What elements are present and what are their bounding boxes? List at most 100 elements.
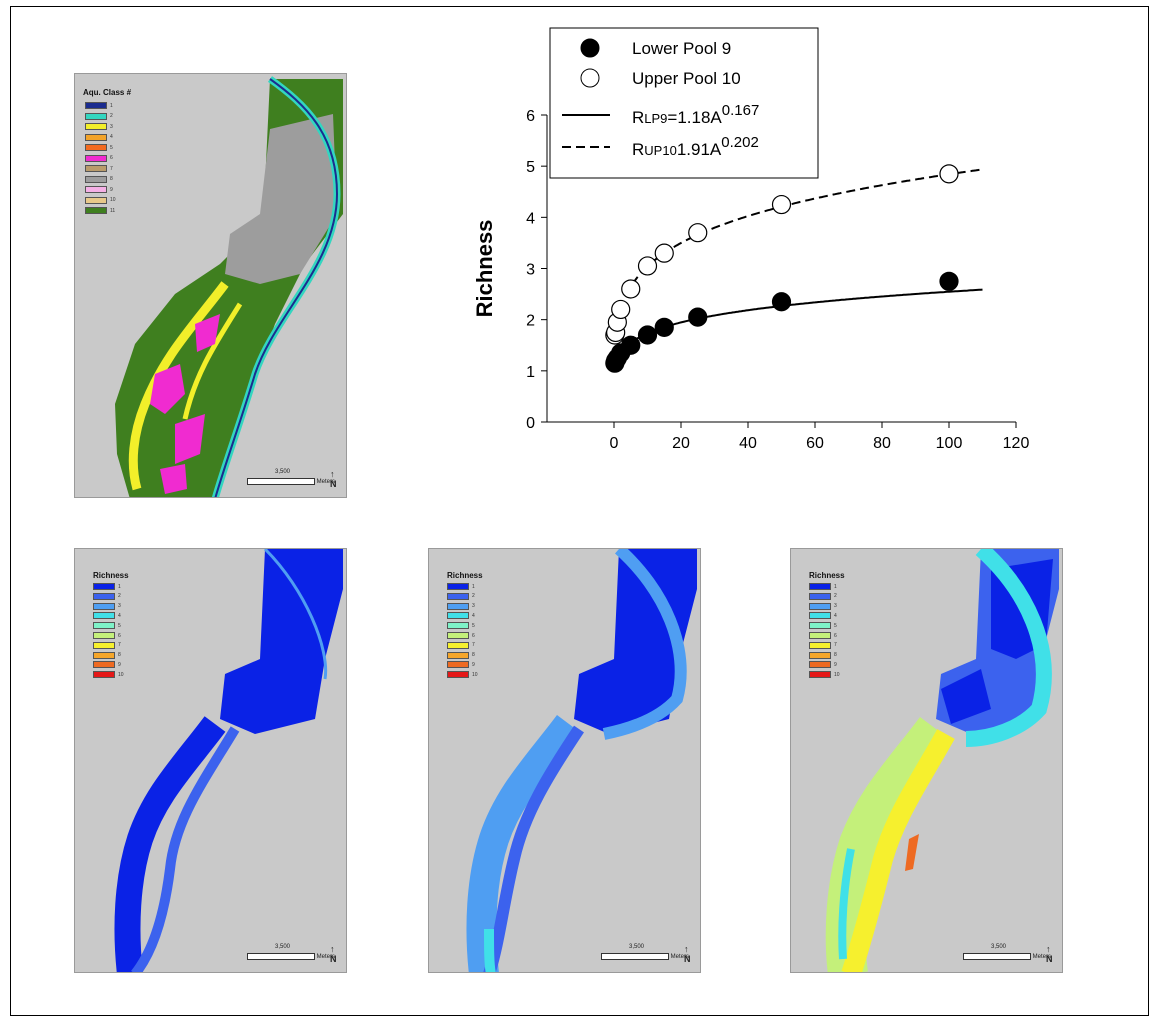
upper-pool-10-point xyxy=(611,299,631,320)
upper-pool-10-point xyxy=(771,194,792,215)
legend-swatch xyxy=(809,661,831,669)
x-tick-label: 0 xyxy=(610,435,619,452)
legend-item: 4 xyxy=(85,133,113,141)
legend-marker xyxy=(580,38,600,58)
x-tick-label: 40 xyxy=(739,435,757,452)
lower-pool-9-point xyxy=(688,307,708,327)
legend-label: 9 xyxy=(118,661,121,668)
river-map-graphic xyxy=(115,76,343,497)
aquatic-class-map: Aqu. Class # 1 2 3 4 5 6 7 8 9 10 11 3,500 Meters … xyxy=(74,73,347,498)
legend-swatch xyxy=(93,632,115,639)
north-arrow-icon: ↑ N xyxy=(1046,944,1053,964)
y-tick-label: 4 xyxy=(526,210,535,227)
richness-map-graphic xyxy=(825,549,1059,972)
upper-pool-10-point xyxy=(939,164,959,184)
north-arrow-icon: ↑ N xyxy=(684,944,691,964)
legend-title: Richness xyxy=(809,571,845,580)
y-tick-label: 3 xyxy=(526,262,535,279)
legend-item: 10 xyxy=(809,671,840,679)
legend-swatch xyxy=(93,592,115,600)
legend-swatch xyxy=(93,602,115,610)
legend-swatch xyxy=(93,583,115,590)
legend-label: 6 xyxy=(110,155,113,161)
legend-label: 5 xyxy=(472,622,475,629)
y-tick-label: 0 xyxy=(526,415,535,432)
legend-item: 6 xyxy=(809,632,837,639)
y-tick-label: 2 xyxy=(526,313,535,330)
legend-swatch xyxy=(85,175,107,183)
fit-curve-up10 xyxy=(614,168,983,338)
legend-swatch xyxy=(85,133,107,141)
legend-item: 2 xyxy=(85,112,113,120)
legend-swatch xyxy=(93,651,115,659)
legend-swatch xyxy=(447,671,469,679)
legend-item: 8 xyxy=(85,175,113,183)
richness-map-graphic xyxy=(466,549,697,972)
legend-item: 6 xyxy=(93,632,121,639)
scale-unit: Meters xyxy=(316,479,336,486)
lower-pool-9-point xyxy=(621,335,641,355)
legend-label: 3 xyxy=(110,123,113,130)
figure-frame xyxy=(10,6,1149,1016)
legend-label: 8 xyxy=(834,652,837,659)
lower-pool-9-point xyxy=(939,271,959,291)
legend-label: 4 xyxy=(110,134,113,140)
legend-title: Richness xyxy=(93,571,129,580)
legend-swatch xyxy=(447,632,469,639)
y-tick-label: 5 xyxy=(526,159,535,176)
legend-item: 3 xyxy=(809,602,837,610)
richness-chart: 0123456020406080100120Landscape Size (ha… xyxy=(472,27,1029,452)
scale-bar: 3,500 Meters xyxy=(247,469,336,486)
legend-item: 4 xyxy=(809,612,837,620)
scale-label: 3,500 xyxy=(629,944,645,950)
legend-swatch xyxy=(809,602,831,610)
legend-fit-label: RUP101.91A0.202 xyxy=(632,134,759,159)
x-tick-label: 80 xyxy=(873,435,891,452)
north-arrow-icon: ↑ N xyxy=(330,469,337,489)
legend-item: 9 xyxy=(809,661,837,669)
y-tick-label: 6 xyxy=(526,108,535,125)
legend-item: 7 xyxy=(447,641,475,649)
legend-item: 7 xyxy=(85,165,113,172)
legend-item: 3 xyxy=(93,602,121,610)
upper-pool-10-point xyxy=(621,279,641,299)
legend-swatch xyxy=(85,123,107,130)
lower-pool-9-point xyxy=(637,325,658,345)
legend-item: 9 xyxy=(85,186,113,193)
legend-label: 11 xyxy=(110,207,116,214)
legend-label: 10 xyxy=(834,671,840,678)
legend-swatch xyxy=(809,671,831,679)
legend-item: 4 xyxy=(447,612,475,620)
legend-label: 5 xyxy=(118,622,121,629)
richness-map-2: Richness 1 2 3 4 5 6 7 8 9 10 3,500 Meters ↑ N xyxy=(428,548,701,973)
legend-label: 6 xyxy=(118,632,121,639)
legend-label: Lower Pool 9 xyxy=(632,39,731,58)
legend-label: 6 xyxy=(472,632,475,639)
legend-label: 8 xyxy=(118,652,121,659)
legend-swatch xyxy=(809,622,831,630)
legend-swatch xyxy=(93,671,115,679)
legend-item: 1 xyxy=(93,583,121,590)
legend-swatch xyxy=(93,641,115,649)
legend-swatch xyxy=(809,592,831,600)
upper-pool-10-point xyxy=(637,256,658,276)
legend-swatch xyxy=(809,583,831,590)
x-tick-label: 20 xyxy=(672,435,690,452)
legend-label: 1 xyxy=(110,102,113,109)
legend-item: 10 xyxy=(447,671,478,679)
scale-label: 3,500 xyxy=(991,944,1007,950)
legend-swatch xyxy=(85,102,107,109)
legend-swatch xyxy=(809,612,831,620)
y-axis-title: Richness xyxy=(472,220,497,318)
legend-label: 7 xyxy=(118,642,121,649)
legend-swatch xyxy=(809,632,831,639)
legend-item: 6 xyxy=(85,154,113,162)
richness-map-graphic xyxy=(114,549,343,972)
legend-label: 9 xyxy=(110,186,113,193)
legend-item: 9 xyxy=(447,661,475,669)
legend-label: 2 xyxy=(110,113,113,119)
lower-pool-9-point xyxy=(771,292,792,312)
legend-item: 1 xyxy=(85,102,113,109)
legend-item: 2 xyxy=(809,592,837,600)
scale-bar: 3,500 Meters xyxy=(247,944,335,960)
